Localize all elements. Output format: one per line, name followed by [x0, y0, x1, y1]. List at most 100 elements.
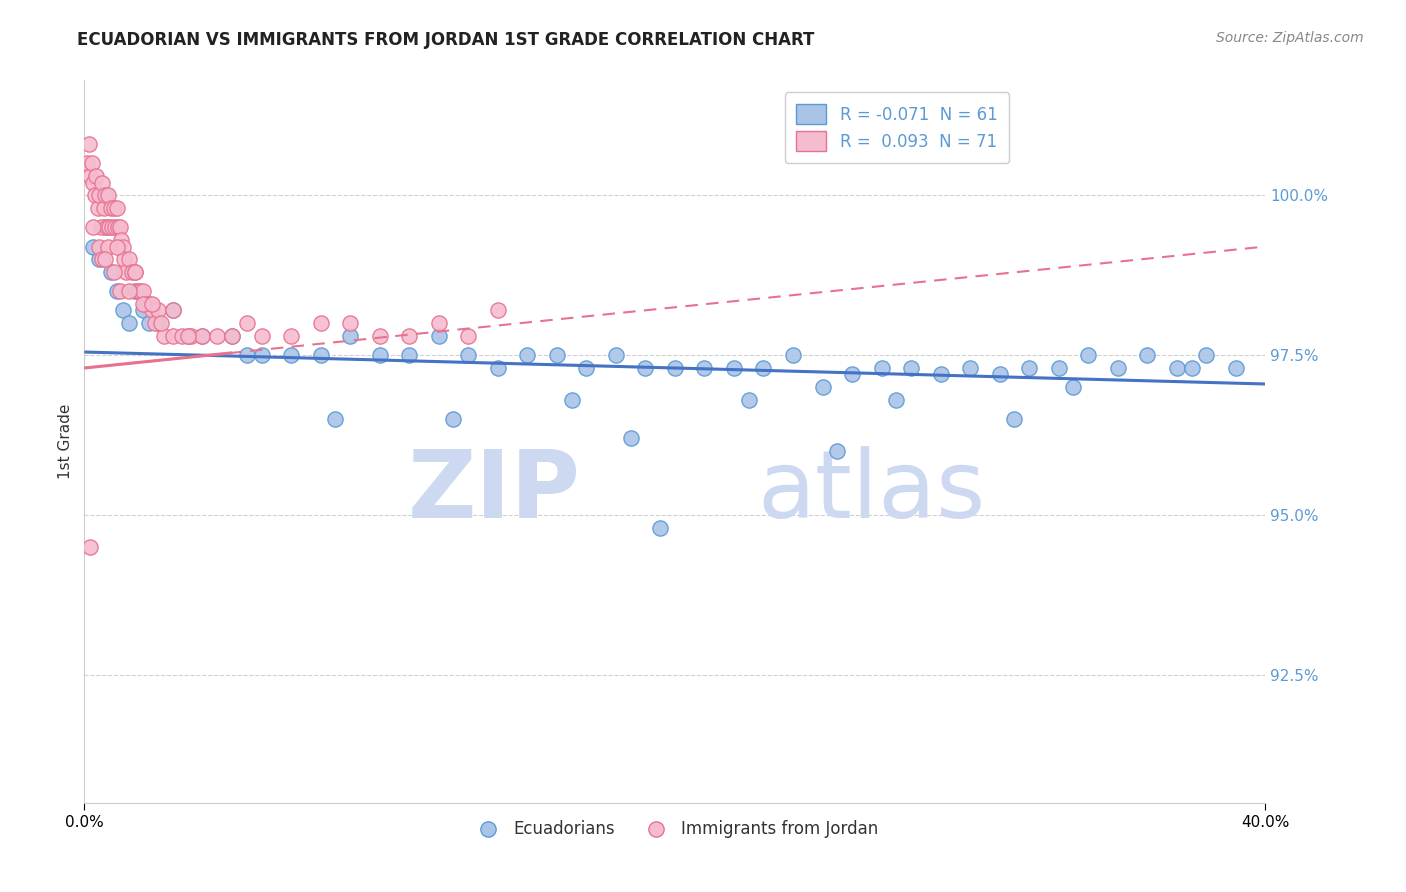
Point [111, 303, 134, 318]
Point [124, 285, 146, 299]
Point [148, 303, 170, 318]
Point [94, 188, 117, 202]
Point [221, 329, 243, 343]
Point [100, 201, 122, 215]
Point [368, 348, 391, 362]
Point [605, 348, 627, 362]
Point [90, 220, 112, 235]
Point [98, 220, 121, 235]
Point [101, 220, 124, 235]
Point [782, 348, 804, 362]
Point [87, 239, 111, 253]
Point [82, 176, 104, 190]
Point [561, 392, 583, 407]
Point [398, 329, 420, 343]
Point [141, 297, 163, 311]
Point [827, 444, 849, 458]
Point [118, 252, 141, 267]
Point [339, 316, 361, 330]
Point [93, 201, 115, 215]
Text: atlas: atlas [758, 446, 986, 538]
Point [870, 361, 893, 376]
Point [177, 329, 200, 343]
Point [280, 348, 302, 362]
Point [841, 368, 863, 382]
Point [86, 201, 108, 215]
Point [96, 220, 118, 235]
Point [620, 431, 643, 445]
Point [634, 361, 657, 376]
Point [575, 361, 598, 376]
Point [108, 285, 131, 299]
Point [457, 329, 479, 343]
Point [443, 412, 465, 426]
Point [118, 285, 141, 299]
Point [250, 329, 273, 343]
Point [427, 329, 450, 343]
Point [91, 252, 114, 267]
Point [309, 316, 332, 330]
Point [138, 297, 160, 311]
Point [1077, 348, 1099, 362]
Point [97, 188, 120, 202]
Point [207, 329, 229, 343]
Point [103, 265, 125, 279]
Point [97, 239, 120, 253]
Point [121, 265, 143, 279]
Point [988, 368, 1011, 382]
Point [1063, 380, 1085, 394]
Point [309, 348, 332, 362]
Point [516, 348, 538, 362]
Point [723, 361, 745, 376]
Point [191, 329, 214, 343]
Point [959, 361, 981, 376]
Point [1195, 348, 1218, 362]
Point [427, 316, 450, 330]
Point [105, 285, 128, 299]
Point [1136, 348, 1159, 362]
Point [87, 188, 111, 202]
Point [1047, 361, 1070, 376]
Point [486, 361, 509, 376]
Point [486, 303, 509, 318]
Text: ECUADORIAN VS IMMIGRANTS FROM JORDAN 1ST GRADE CORRELATION CHART: ECUADORIAN VS IMMIGRANTS FROM JORDAN 1ST… [77, 31, 814, 49]
Point [91, 176, 114, 190]
Point [693, 361, 716, 376]
Point [132, 285, 155, 299]
Text: ZIP: ZIP [408, 446, 581, 538]
Point [124, 265, 146, 279]
Point [118, 316, 141, 330]
Point [1225, 361, 1247, 376]
Point [105, 201, 128, 215]
Point [132, 297, 155, 311]
Point [236, 316, 259, 330]
Point [170, 329, 193, 343]
Point [221, 329, 243, 343]
Point [94, 220, 117, 235]
Point [108, 220, 131, 235]
Point [103, 201, 125, 215]
Point [457, 348, 479, 362]
Point [100, 265, 122, 279]
Point [114, 265, 136, 279]
Point [111, 239, 134, 253]
Point [811, 380, 834, 394]
Point [104, 220, 127, 235]
Point [1166, 361, 1188, 376]
Point [1018, 361, 1040, 376]
Point [83, 188, 105, 202]
Point [143, 316, 166, 330]
Point [94, 252, 117, 267]
Point [107, 220, 129, 235]
Point [82, 239, 104, 253]
Point [339, 329, 361, 343]
Point [105, 239, 128, 253]
Point [80, 156, 103, 170]
Point [110, 233, 132, 247]
Text: Source: ZipAtlas.com: Source: ZipAtlas.com [1216, 31, 1364, 45]
Point [180, 329, 202, 343]
Point [398, 348, 420, 362]
Point [162, 303, 184, 318]
Point [1107, 361, 1129, 376]
Point [650, 521, 672, 535]
